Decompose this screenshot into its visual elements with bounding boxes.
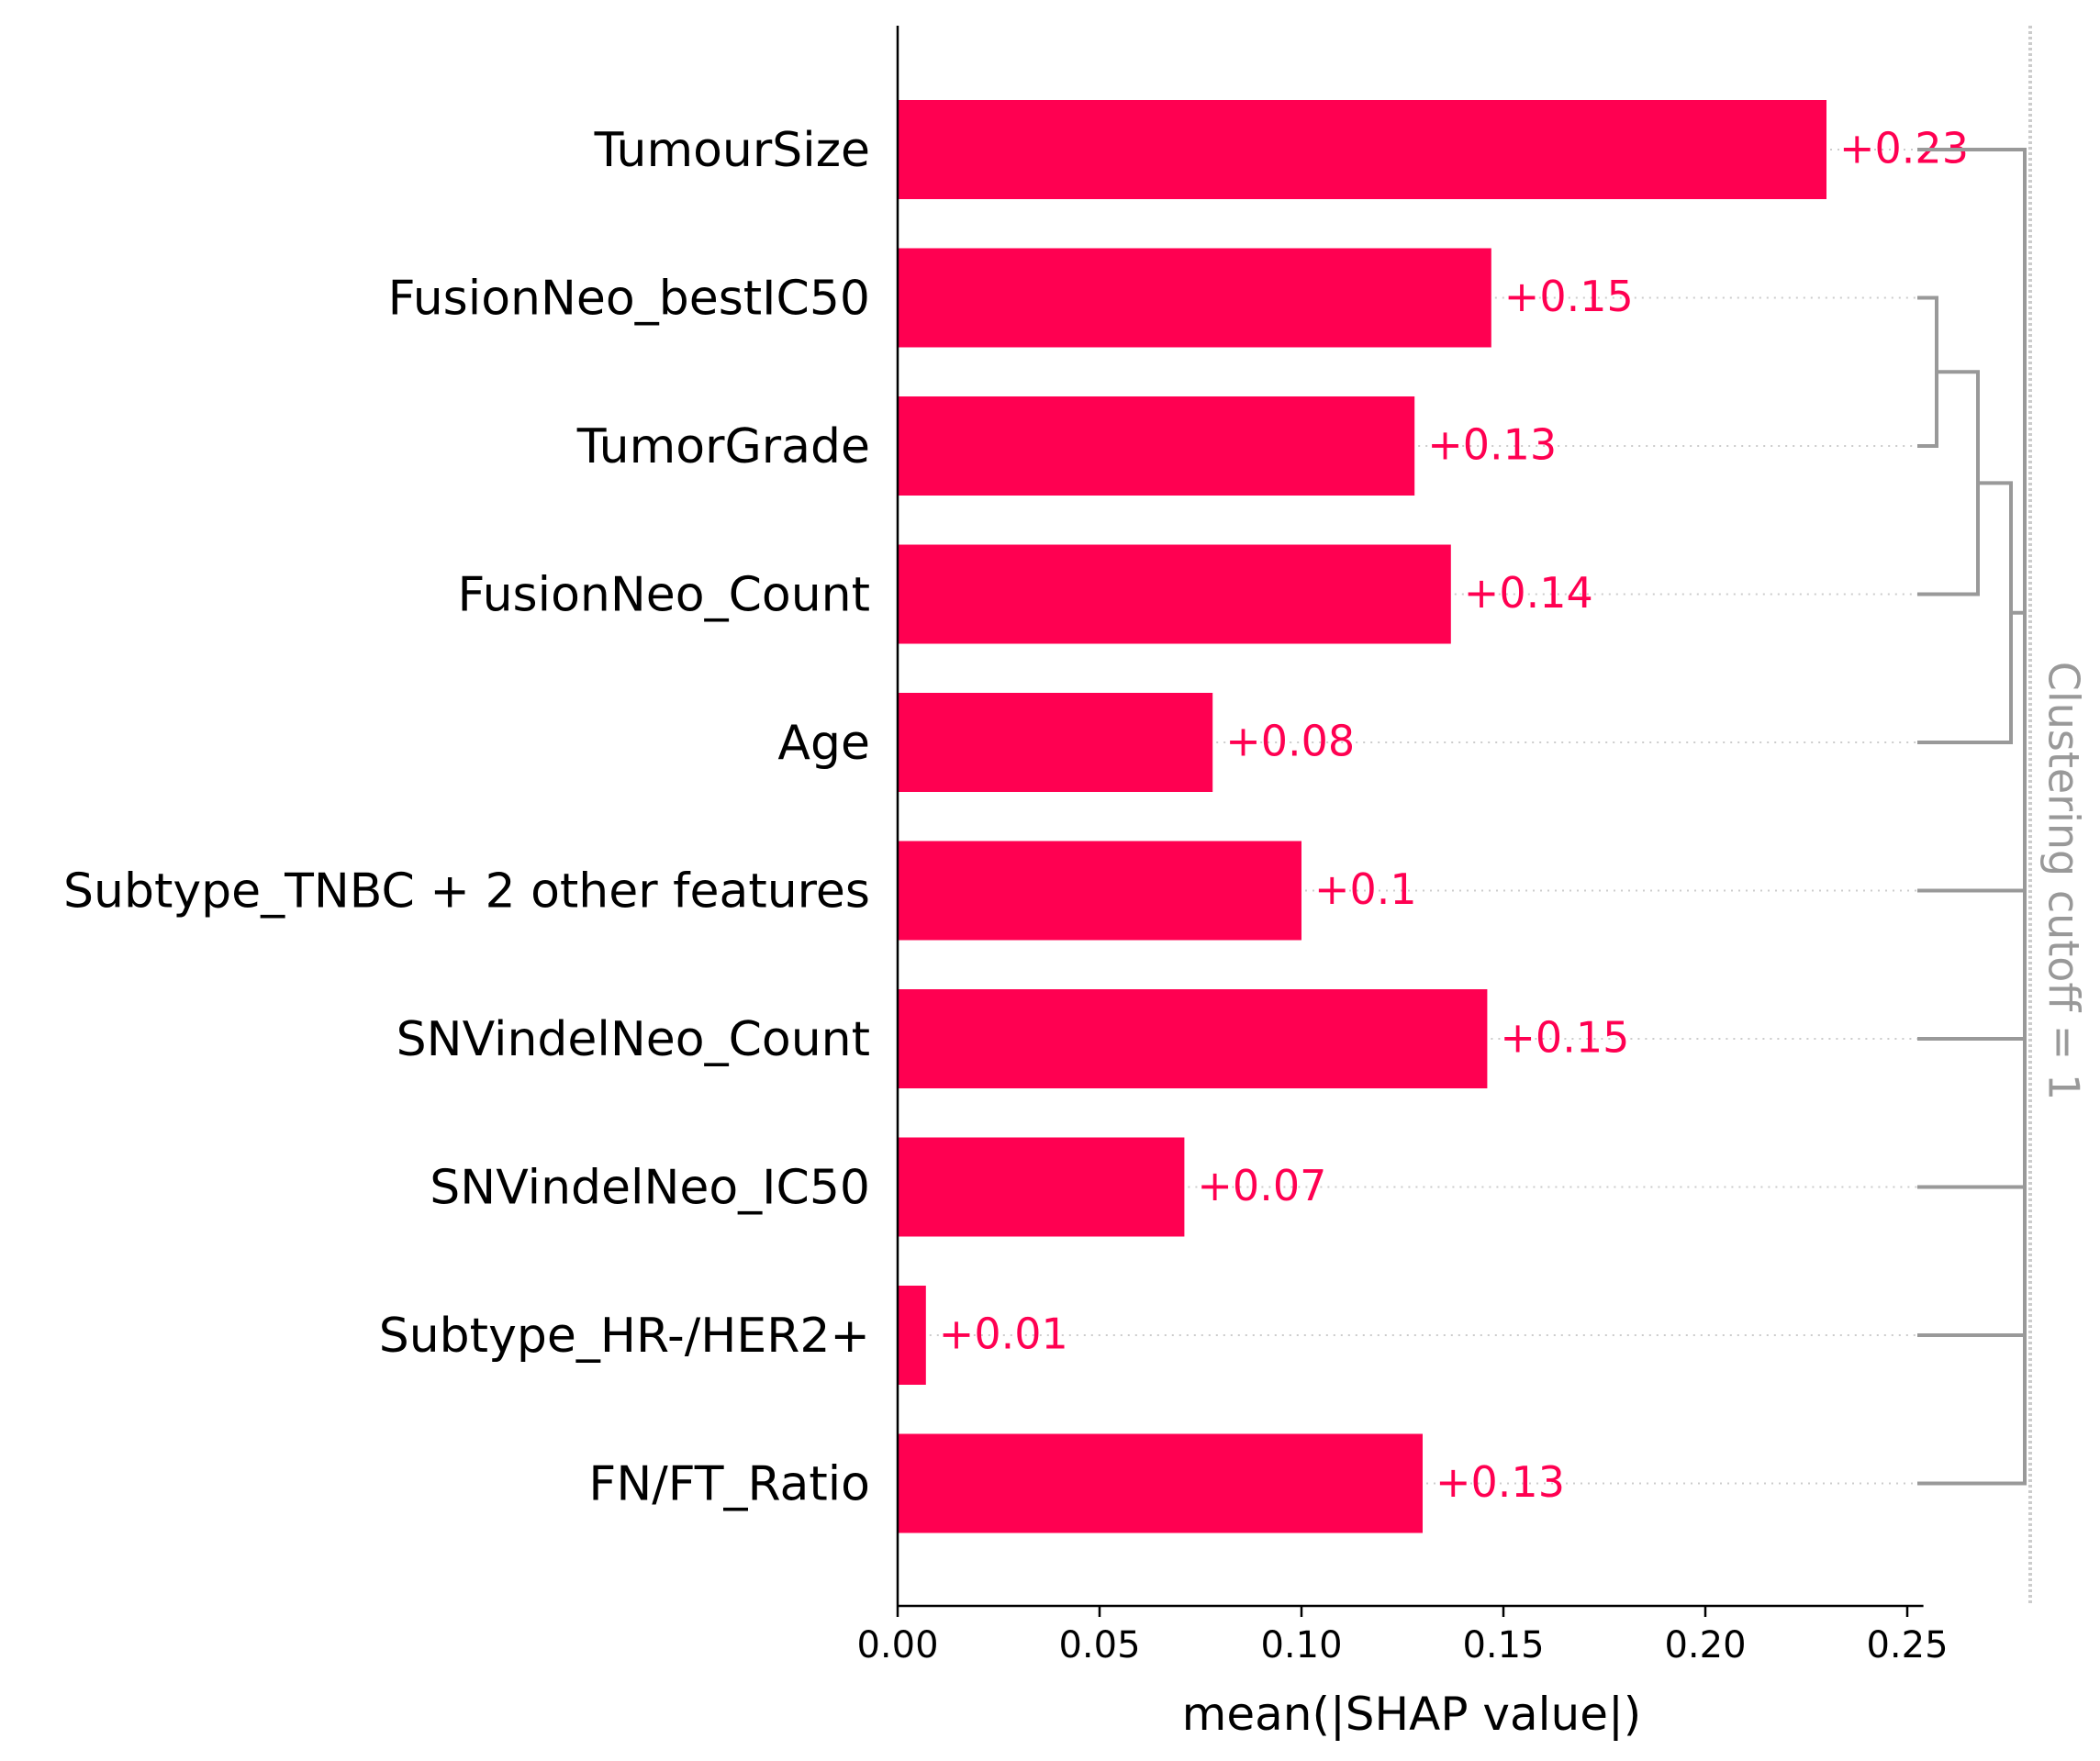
bar: [898, 989, 1488, 1088]
category-label: Age: [777, 716, 870, 771]
bars: [898, 100, 1826, 1533]
value-label: +0.08: [1225, 717, 1355, 766]
dendrogram-link: [1917, 1037, 2027, 1189]
guide-lines: [929, 149, 1917, 1485]
bar: [898, 1137, 1185, 1237]
x-tick-label: 0.15: [1462, 1624, 1544, 1666]
category-label: SNVindelNeo_IC50: [430, 1161, 870, 1216]
dendrogram-link: [1917, 148, 2027, 1236]
category-labels: TumourSize FusionNeo_bestIC50 TumorGrade Fu…: [63, 123, 870, 1512]
value-label: +0.13: [1435, 1457, 1565, 1507]
value-label: +0.15: [1500, 1013, 1629, 1063]
bar: [898, 841, 1301, 941]
x-tick-label: 0.25: [1866, 1624, 1948, 1666]
bar: [898, 396, 1415, 496]
category-label: Subtype_HR-/HER2+: [379, 1309, 870, 1364]
x-tick-label: 0.10: [1260, 1624, 1342, 1666]
value-label: +0.01: [939, 1310, 1068, 1359]
bar: [898, 1433, 1423, 1533]
bar: [898, 100, 1826, 199]
x-tick-label: 0.05: [1058, 1624, 1140, 1666]
category-label: TumourSize: [594, 123, 870, 178]
value-label: +0.1: [1314, 864, 1417, 914]
bar: [898, 544, 1451, 644]
category-label: FusionNeo_bestIC50: [388, 272, 870, 327]
value-label: +0.15: [1504, 272, 1634, 321]
category-label: SNVindelNeo_Count: [397, 1012, 870, 1067]
dendrogram-link: [1917, 987, 2027, 1486]
dendrogram-link: [1917, 370, 1980, 596]
dendrogram-link: [1917, 481, 2013, 744]
dendrogram-link: [1917, 1112, 2027, 1337]
dendrogram-link: [1917, 295, 1938, 448]
dendrogram-link: [1917, 610, 2027, 893]
value-label: +0.14: [1464, 568, 1593, 618]
value-label: +0.07: [1197, 1161, 1326, 1210]
bar: [898, 1286, 926, 1385]
clustering-cutoff-label: Clustering cutoff = 1: [2039, 662, 2089, 1100]
x-tick-label: 0.20: [1664, 1624, 1746, 1666]
clustering-dendrogram: [1917, 148, 2027, 1486]
bar: [898, 248, 1491, 348]
x-tick-label: 0.00: [856, 1624, 938, 1666]
category-label: Subtype_TNBC + 2 other features: [63, 864, 870, 920]
x-axis-label: mean(|SHAP value|): [1182, 1688, 1642, 1741]
value-label: +0.13: [1427, 420, 1557, 470]
category-label: FN/FT_Ratio: [588, 1457, 870, 1512]
category-label: FusionNeo_Count: [458, 568, 870, 623]
bar: [898, 693, 1213, 792]
category-label: TumorGrade: [576, 419, 870, 474]
x-axis-ticks: 0.00 0.05 0.10 0.15 0.20 0.25: [856, 1606, 1949, 1666]
